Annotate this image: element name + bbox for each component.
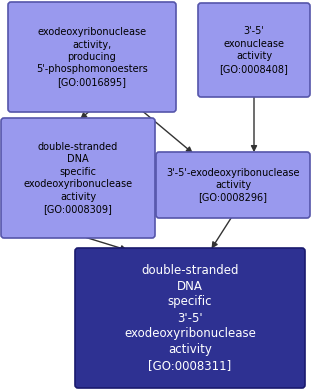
FancyBboxPatch shape <box>8 2 176 112</box>
Text: double-stranded
DNA
specific
3'-5'
exodeoxyribonuclease
activity
[GO:0008311]: double-stranded DNA specific 3'-5' exode… <box>124 263 256 373</box>
Text: 3'-5'
exonuclease
activity
[GO:0008408]: 3'-5' exonuclease activity [GO:0008408] <box>219 26 288 74</box>
FancyBboxPatch shape <box>198 3 310 97</box>
FancyBboxPatch shape <box>1 118 155 238</box>
FancyBboxPatch shape <box>156 152 310 218</box>
Text: double-stranded
DNA
specific
exodeoxyribonuclease
activity
[GO:0008309]: double-stranded DNA specific exodeoxyrib… <box>23 142 133 214</box>
FancyBboxPatch shape <box>75 248 305 388</box>
Text: exodeoxyribonuclease
activity,
producing
5'-phosphomonoesters
[GO:0016895]: exodeoxyribonuclease activity, producing… <box>36 27 148 87</box>
Text: 3'-5'-exodeoxyribonuclease
activity
[GO:0008296]: 3'-5'-exodeoxyribonuclease activity [GO:… <box>166 168 300 202</box>
